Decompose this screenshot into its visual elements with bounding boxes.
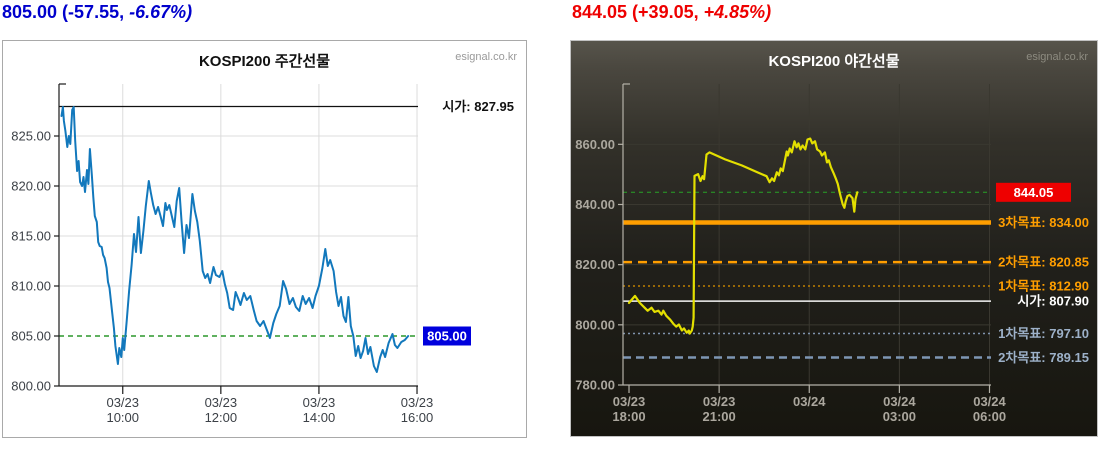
x-tick-label: 03/23 — [703, 394, 736, 409]
night-price-line — [627, 137, 859, 335]
y-tick-label: 810.00 — [11, 279, 51, 294]
quote-night-percent: +4.85%) — [703, 2, 772, 22]
y-tick-label: 820.00 — [11, 179, 51, 194]
chart-panel-day: 800.00 805.00 810.00 815.00 820.00 825.00 03/2… — [2, 40, 527, 438]
day-futures-chart: 800.00 805.00 810.00 815.00 820.00 825.00 03/2… — [11, 83, 514, 425]
x-tick-label: 21:00 — [703, 409, 736, 424]
x-tick-label: 03/24 — [793, 394, 826, 409]
x-tick-label: 18:00 — [612, 409, 645, 424]
ref-label-789.15: 2차목표: 789.15 — [998, 350, 1089, 365]
ref-label-820.85: 2차목표: 820.85 — [998, 255, 1089, 270]
ref-label-807.9: 시가: 807.90 — [1017, 294, 1089, 309]
last-price-label: 805.00 — [427, 329, 467, 344]
y-tick-label: 780.00 — [575, 378, 615, 393]
chart-title-day: KOSPI200 주간선물 — [198, 53, 331, 70]
watermark-esignal-day: esignal.co.kr — [455, 51, 517, 63]
y-tick-label: 825.00 — [11, 129, 51, 144]
watermark-esignal-night: esignal.co.kr — [1026, 51, 1088, 63]
x-tick-label: 14:00 — [303, 410, 336, 425]
x-tick-label: 12:00 — [205, 410, 238, 425]
ref-label-834: 3차목표: 834.00 — [998, 215, 1089, 230]
quote-night-price-change: 844.05 (+39.05, — [572, 2, 699, 22]
x-tick-label: 06:00 — [973, 409, 1006, 424]
night-futures-chart: 780.00800.00820.00840.00860.0003/2318:00… — [575, 83, 1089, 424]
x-tick-label: 16:00 — [401, 410, 434, 425]
last-price-box — [423, 326, 471, 346]
x-tick-label: 03/23 — [303, 395, 336, 410]
chart-panel-night: 780.00 800.00 820.00 840.00 860.00 03/23 18:00… — [570, 40, 1098, 437]
x-tick-label: 03/23 — [106, 395, 139, 410]
quote-day-price-change: 805.00 (-57.55, — [2, 2, 125, 22]
x-tick-label: 03/24 — [883, 394, 916, 409]
y-tick-label: 840.00 — [575, 197, 615, 212]
x-tick-label: 03/24 — [973, 394, 1006, 409]
chart-title-night: KOSPI200 야간선물 — [768, 53, 900, 70]
quote-day-percent: -6.67%) — [129, 2, 193, 22]
last-price-label: 844.05 — [1014, 185, 1054, 200]
y-tick-label: 860.00 — [575, 137, 615, 152]
y-tick-label: 800.00 — [11, 379, 51, 394]
quote-header-night: 844.05 (+39.05, +4.85%) — [572, 2, 771, 23]
y-tick-label: 820.00 — [575, 257, 615, 272]
x-tick-label: 10:00 — [106, 410, 139, 425]
x-tick-label: 03/23 — [205, 395, 238, 410]
ref-label-797.1: 1차목표: 797.10 — [998, 326, 1089, 341]
x-tick-label: 03/23 — [401, 395, 434, 410]
y-tick-label: 800.00 — [575, 317, 615, 332]
ref-label-827.95: 시가: 827.95 — [442, 99, 514, 114]
day-price-line — [60, 106, 410, 373]
ref-label-812.9: 1차목표: 812.90 — [998, 279, 1089, 294]
x-tick-label: 03/23 — [613, 394, 646, 409]
y-tick-label: 815.00 — [11, 229, 51, 244]
y-tick-label: 805.00 — [11, 329, 51, 344]
x-tick-label: 03:00 — [883, 409, 916, 424]
quote-header-day: 805.00 (-57.55, -6.67%) — [2, 2, 192, 23]
last-price-box — [996, 182, 1071, 202]
